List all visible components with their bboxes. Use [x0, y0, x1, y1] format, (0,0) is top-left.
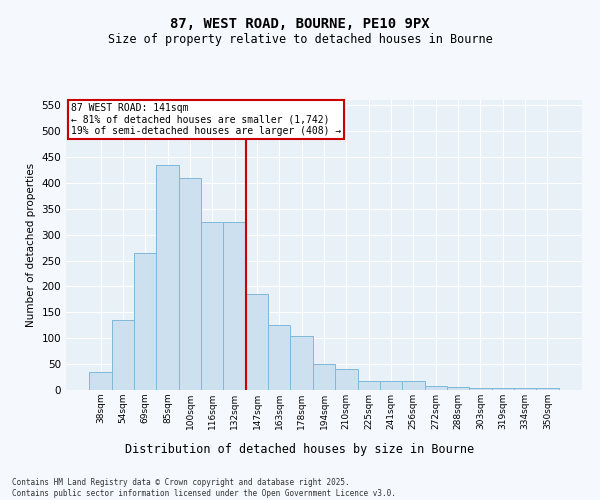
Bar [313, 364, 335, 390]
Bar [380, 380, 402, 390]
Text: 87 WEST ROAD: 141sqm
← 81% of detached houses are smaller (1,742)
19% of semi-de: 87 WEST ROAD: 141sqm ← 81% of detached h… [71, 103, 341, 136]
Text: 87, WEST ROAD, BOURNE, PE10 9PX: 87, WEST ROAD, BOURNE, PE10 9PX [170, 18, 430, 32]
Bar [358, 380, 380, 390]
Text: Size of property relative to detached houses in Bourne: Size of property relative to detached ho… [107, 32, 493, 46]
Bar [402, 380, 425, 390]
Bar [223, 222, 246, 390]
Bar [201, 222, 223, 390]
Bar [469, 388, 491, 390]
Bar [290, 336, 313, 390]
Bar [536, 388, 559, 390]
Bar [514, 388, 536, 390]
Bar [447, 387, 469, 390]
Bar [491, 388, 514, 390]
Bar [112, 320, 134, 390]
Bar [335, 370, 358, 390]
Bar [157, 164, 179, 390]
Text: Contains HM Land Registry data © Crown copyright and database right 2025.
Contai: Contains HM Land Registry data © Crown c… [12, 478, 396, 498]
Bar [246, 294, 268, 390]
Bar [179, 178, 201, 390]
Bar [268, 326, 290, 390]
Text: Distribution of detached houses by size in Bourne: Distribution of detached houses by size … [125, 442, 475, 456]
Y-axis label: Number of detached properties: Number of detached properties [26, 163, 36, 327]
Bar [134, 253, 157, 390]
Bar [425, 386, 447, 390]
Bar [89, 372, 112, 390]
